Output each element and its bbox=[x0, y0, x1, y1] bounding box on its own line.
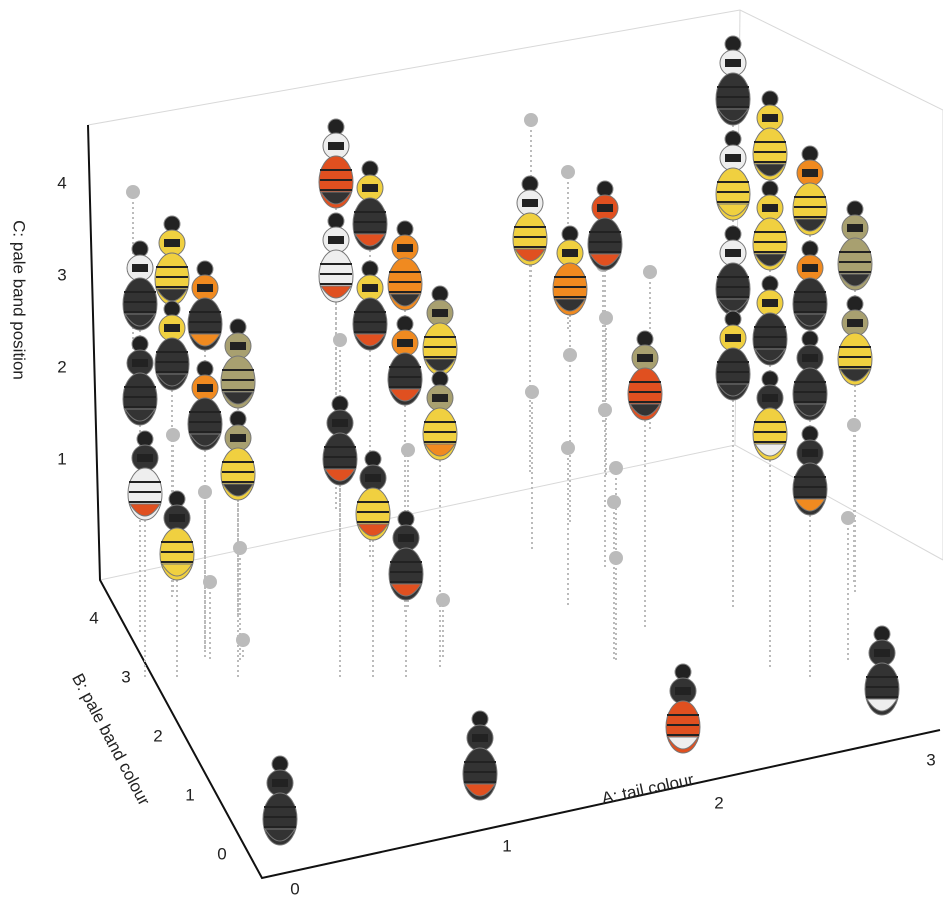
empty-dot bbox=[643, 265, 657, 279]
empty-dot bbox=[561, 441, 575, 455]
bee-band bbox=[847, 224, 863, 232]
x-axis-label: A: tail colour bbox=[600, 770, 696, 808]
bee-band bbox=[802, 264, 818, 272]
bee-icon bbox=[588, 181, 622, 480]
bee-band bbox=[725, 59, 741, 67]
bee-icon bbox=[188, 361, 222, 660]
chart: C: pale band position B: pale band colou… bbox=[0, 0, 943, 904]
empty-dot bbox=[609, 461, 623, 475]
bee-icon bbox=[160, 491, 194, 680]
bee-icon bbox=[513, 176, 547, 475]
y-axis-label: B: pale band colour bbox=[68, 670, 154, 809]
bee-band bbox=[762, 394, 778, 402]
empty-dot bbox=[525, 385, 539, 399]
bee-band bbox=[725, 249, 741, 257]
bee-band bbox=[802, 354, 818, 362]
bee-icon bbox=[263, 756, 297, 845]
bee-band bbox=[762, 299, 778, 307]
bee-band bbox=[637, 354, 653, 362]
bee-band bbox=[725, 154, 741, 162]
bee-band bbox=[472, 734, 488, 742]
z-tick-label: 3 bbox=[57, 265, 66, 284]
x-tick-label: 1 bbox=[502, 836, 511, 855]
z-tick-label: 2 bbox=[57, 357, 66, 376]
bee-icon bbox=[865, 626, 899, 715]
bee-icon bbox=[463, 711, 497, 800]
bee-band bbox=[365, 474, 381, 482]
y-tick-label: 0 bbox=[217, 844, 226, 863]
bee-band bbox=[328, 142, 344, 150]
bee-band bbox=[132, 264, 148, 272]
bee-band bbox=[597, 204, 613, 212]
empty-dot bbox=[561, 165, 575, 179]
bee-band bbox=[328, 236, 344, 244]
empty-dot bbox=[524, 113, 538, 127]
x-tick-label: 2 bbox=[714, 793, 723, 812]
bee-band bbox=[164, 239, 180, 247]
y-tick-label: 1 bbox=[185, 785, 194, 804]
bee-band bbox=[164, 324, 180, 332]
bee-band bbox=[137, 454, 153, 462]
bee-band bbox=[272, 779, 288, 787]
bee-band bbox=[802, 449, 818, 457]
bee-band bbox=[397, 244, 413, 252]
bee-band bbox=[362, 184, 378, 192]
bee-band bbox=[432, 394, 448, 402]
z-axis-label: C: pale band position bbox=[10, 220, 29, 380]
bee-icon bbox=[838, 296, 872, 595]
y-tick-label: 3 bbox=[121, 667, 130, 686]
bee-band bbox=[874, 649, 890, 657]
bee-band bbox=[230, 342, 246, 350]
empty-dot bbox=[841, 511, 855, 525]
bee-icon bbox=[793, 426, 827, 680]
bee-icon bbox=[716, 311, 750, 610]
bee-icon bbox=[356, 451, 390, 680]
bee-icon bbox=[753, 371, 787, 670]
bee-band bbox=[562, 249, 578, 257]
empty-dot bbox=[233, 541, 247, 555]
empty-dot bbox=[607, 495, 621, 509]
empty-dot bbox=[609, 551, 623, 565]
y-tick-label: 2 bbox=[153, 726, 162, 745]
bee-band bbox=[230, 434, 246, 442]
bee-icon bbox=[389, 511, 423, 680]
bee-band bbox=[169, 514, 185, 522]
bee-icon bbox=[628, 331, 662, 630]
bee-band bbox=[522, 199, 538, 207]
x-tick-label: 0 bbox=[290, 879, 299, 898]
bee-band bbox=[762, 114, 778, 122]
empty-dot bbox=[126, 185, 140, 199]
plot-marks bbox=[123, 36, 899, 845]
bee-icon bbox=[553, 226, 587, 525]
bee-band bbox=[762, 204, 778, 212]
bee-band bbox=[397, 339, 413, 347]
empty-dot bbox=[599, 311, 613, 325]
empty-dot bbox=[436, 593, 450, 607]
x-tick-label: 3 bbox=[926, 750, 935, 769]
z-tick-label: 4 bbox=[57, 173, 66, 192]
bee-band bbox=[675, 687, 691, 695]
bee-band bbox=[398, 534, 414, 542]
bee-band bbox=[847, 319, 863, 327]
bee-band bbox=[132, 359, 148, 367]
bee-band bbox=[802, 169, 818, 177]
bee-icon bbox=[423, 371, 457, 670]
bee-band bbox=[332, 419, 348, 427]
bee-icon bbox=[666, 664, 700, 753]
z-tick-label: 1 bbox=[57, 449, 66, 468]
bee-band bbox=[197, 284, 213, 292]
y-tick-label: 4 bbox=[89, 608, 98, 627]
bee-band bbox=[197, 384, 213, 392]
bee-band bbox=[725, 334, 741, 342]
empty-dot bbox=[401, 443, 415, 457]
bee-band bbox=[432, 309, 448, 317]
bee-band bbox=[362, 284, 378, 292]
